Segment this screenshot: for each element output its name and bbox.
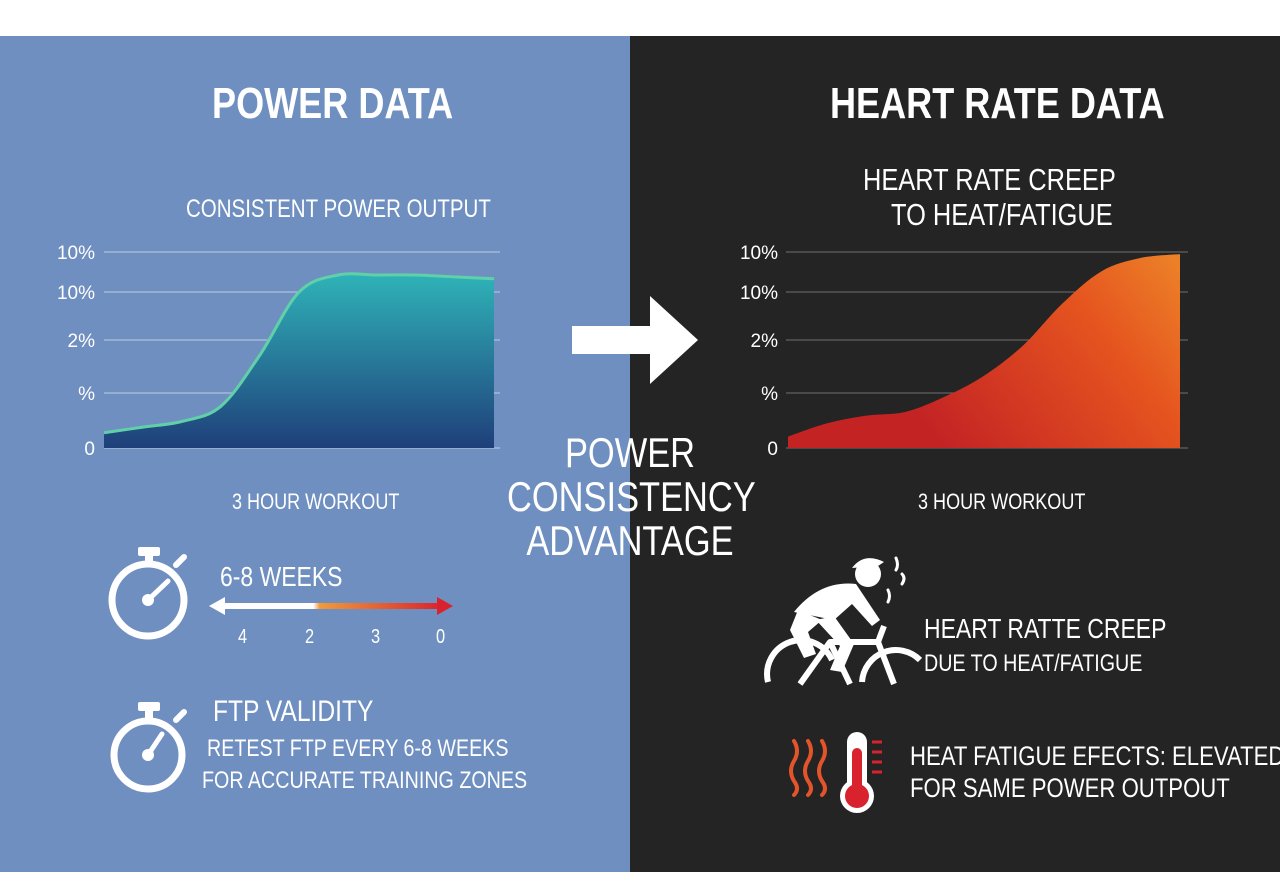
y-tick-label: 0 — [767, 439, 778, 460]
stopwatch-icon — [110, 702, 187, 793]
y-tick-label: 0 — [84, 439, 95, 460]
center-line-consistency: CONSISTENCY — [507, 473, 756, 520]
scale-tick-2: 3 — [371, 626, 381, 648]
heat-effects-line2: FOR SAME POWER OUTPOUT — [910, 773, 1230, 803]
heart-rate-data-panel — [630, 36, 1280, 872]
hr-area-series — [788, 254, 1180, 448]
scale-tick-0: 4 — [238, 626, 248, 648]
power-data-panel — [0, 36, 630, 872]
hr-creep-line2: DUE TO HEAT/FATIGUE — [924, 650, 1143, 677]
weeks-label: 6-8 WEEKS — [220, 561, 343, 592]
sweating-cyclist-icon — [764, 556, 923, 686]
y-tick-label: 2% — [751, 331, 779, 352]
y-tick-label: % — [761, 384, 778, 405]
power-data-title: POWER DATA — [212, 79, 454, 128]
ftp-retest-line1: RETEST FTP EVERY 6-8 WEEKS — [207, 735, 509, 762]
center-line-power: POWER — [564, 429, 696, 476]
stopwatch-icon — [108, 547, 188, 640]
scale-tick-1: 2 — [305, 626, 315, 648]
power-area-series — [104, 273, 494, 448]
hr-chart-title-line2: TO HEAT/FATIGUE — [891, 197, 1113, 232]
right-arrow-icon — [572, 296, 698, 384]
y-tick-label: 10% — [740, 283, 778, 304]
y-tick-label: 10% — [57, 283, 95, 304]
y-tick-label: % — [78, 384, 95, 405]
center-line-advantage: ADVANTAGE — [526, 517, 734, 564]
thermometer-icon — [840, 732, 882, 813]
heat-effects-line1: HEAT FATIGUE EFECTS: ELEVATED HR — [910, 741, 1280, 771]
weeks-timeline-arrow — [209, 597, 453, 615]
scale-tick-3: 0 — [436, 626, 446, 648]
hr-chart-title-line1: HEART RATE CREEP — [863, 162, 1116, 197]
power-chart-title: CONSISTENT POWER OUTPUT — [186, 195, 491, 223]
ftp-validity-title: FTP VALIDITY — [213, 695, 374, 728]
power-line-series — [103, 272, 495, 435]
hr-x-axis-label: 3 HOUR WORKOUT — [918, 489, 1086, 514]
y-tick-label: 10% — [740, 243, 778, 264]
ftp-retest-line2: FOR ACCURATE TRAINING ZONES — [202, 767, 528, 794]
y-tick-label: 10% — [57, 243, 95, 264]
power-x-axis-label: 3 HOUR WORKOUT — [232, 489, 400, 514]
y-tick-label: 2% — [68, 331, 96, 352]
heat-waves-icon — [789, 739, 827, 797]
hr-creep-line1: HEART RATTE CREEP — [924, 613, 1167, 644]
power-output-chart: 10% 10% 2%% 0 — [57, 243, 500, 460]
heart-rate-data-title: HEART RATE DATA — [830, 79, 1165, 128]
heart-rate-chart: 10% 10% 2%% 0 — [740, 243, 1188, 460]
